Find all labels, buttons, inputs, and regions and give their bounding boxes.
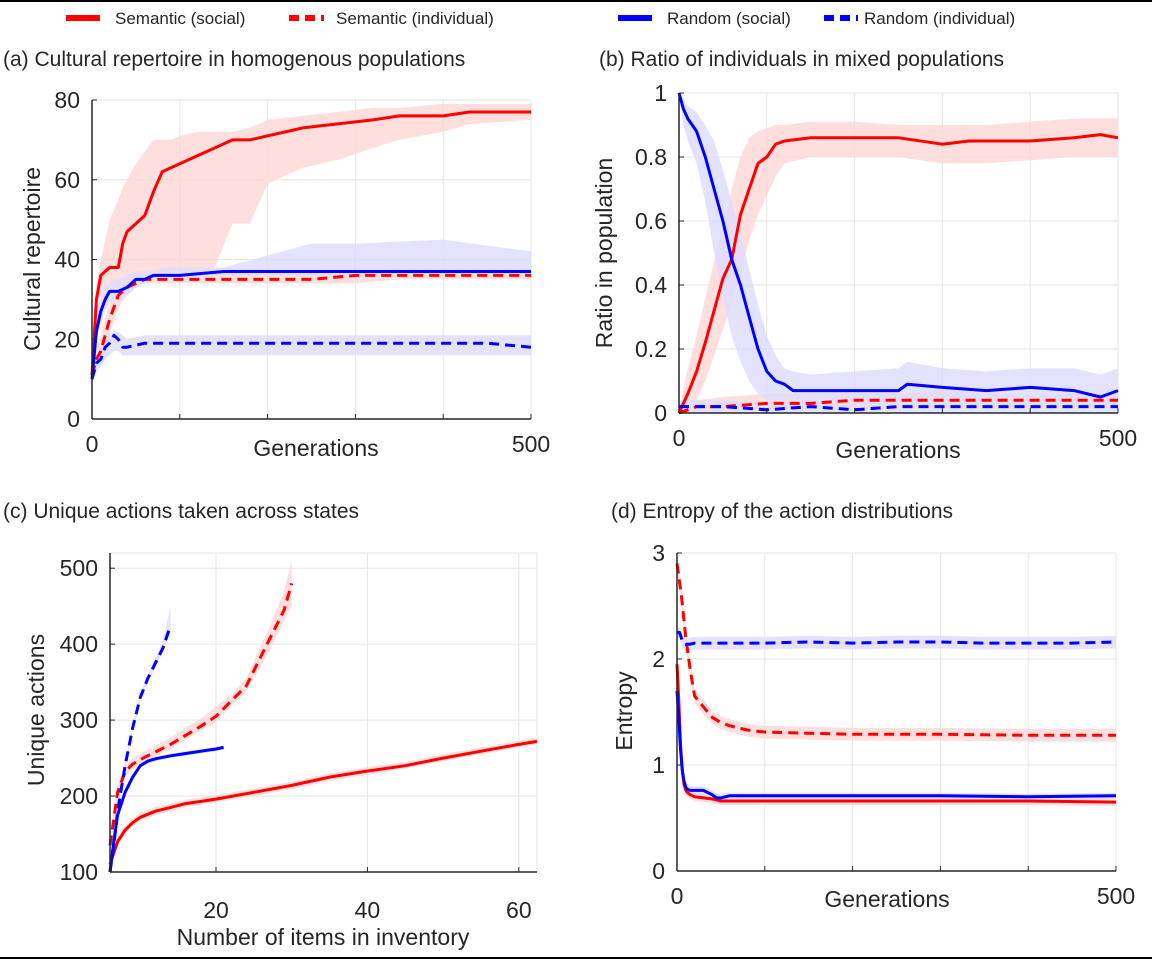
series-line-random-social	[90, 270, 531, 380]
y-tick-label: 0.4	[635, 272, 667, 298]
confidence-band-random-individual	[110, 606, 171, 872]
x-axis-label-b: Generations	[835, 437, 960, 463]
y-tick-label: 80	[54, 87, 80, 113]
series-line-semantic-social	[677, 133, 1119, 414]
x-axis-label-a: Generations	[253, 435, 378, 461]
legend-entry-semantic-social: Semantic (social)	[66, 9, 245, 28]
legend-label: Random (individual)	[864, 9, 1015, 28]
legend-label: Semantic (social)	[115, 9, 245, 28]
y-tick-label: 1	[652, 752, 665, 778]
panel-title-d: (d) Entropy of the action distributions	[611, 500, 953, 523]
y-tick-label: 40	[54, 247, 80, 273]
legend-entry-random-individual: Random (individual)	[824, 9, 1015, 28]
y-tick-label: 200	[60, 783, 98, 809]
y-axis-label-b: Ratio in population	[591, 158, 617, 349]
x-tick-label: 500	[1097, 883, 1135, 909]
y-tick-label: 400	[60, 631, 98, 657]
legend-label: Semantic (individual)	[336, 9, 494, 28]
confidence-band-random-individual	[679, 400, 1118, 413]
confidence-band-random-individual	[677, 627, 1116, 651]
y-tick-label: 0	[652, 858, 665, 884]
plot-area-b: 0 500 0 0.2 0.4 0.6 0.8 1	[635, 80, 1137, 451]
series-line-random-individual	[677, 631, 1117, 646]
x-tick-label: 0	[671, 883, 684, 909]
panel-title-b: (b) Ratio of individuals in mixed popula…	[599, 48, 1004, 71]
series-line-random-social	[675, 690, 1117, 800]
y-tick-label: 60	[54, 167, 80, 193]
series-line-random-social	[677, 92, 1119, 399]
x-tick-label: 500	[1099, 425, 1137, 451]
series-line-random-individual	[90, 333, 532, 380]
y-tick-label: 2	[652, 646, 665, 672]
y-tick-label: 0.6	[635, 208, 667, 234]
figure-top-rule	[0, 0, 1152, 2]
y-axis-label-c: Unique actions	[23, 634, 49, 786]
figure-bottom-rule	[0, 957, 1152, 959]
panel-b: (b) Ratio of individuals in mixed popula…	[591, 48, 1137, 463]
series-line-semantic-individual	[108, 582, 294, 846]
x-tick-label: 20	[203, 897, 229, 923]
y-tick-label: 0.2	[635, 336, 667, 362]
series-line-random-individual	[108, 624, 173, 873]
x-axis-label-c: Number of items in inventory	[177, 924, 470, 950]
x-tick-label: 500	[512, 431, 550, 457]
plot-area-c: 20 40 60 100 200 300 400 500	[60, 552, 538, 923]
panel-d: (d) Entropy of the action distributions …	[611, 500, 1135, 912]
confidence-band-random-individual	[92, 331, 531, 384]
panel-title-a: (a) Cultural repertoire in homogenous po…	[3, 48, 465, 71]
x-tick-label: 0	[673, 425, 686, 451]
x-axis-label-d: Generations	[824, 886, 949, 912]
y-tick-label: 1	[654, 80, 667, 106]
confidence-band-random-social	[677, 685, 1116, 801]
y-tick-label: 20	[54, 326, 80, 352]
confidence-band-random-social	[679, 93, 1118, 404]
series-line-semantic-social	[90, 110, 531, 376]
series-line-semantic-social	[108, 739, 538, 865]
x-tick-label: 0	[86, 431, 99, 457]
plot-area-d: 0 500 0 1 2 3	[652, 540, 1135, 909]
y-tick-label: 0	[67, 406, 80, 432]
panel-title-c: (c) Unique actions taken across states	[3, 500, 359, 523]
y-tick-label: 300	[60, 707, 98, 733]
legend: Semantic (social) Semantic (individual) …	[66, 9, 1015, 28]
x-tick-label: 40	[355, 897, 381, 923]
series-line-semantic-individual	[675, 563, 1116, 737]
confidence-band-random-social	[92, 239, 531, 384]
y-tick-label: 100	[60, 859, 98, 885]
confidence-band-semantic-social	[92, 104, 531, 380]
plot-area-a: 0 500 0 20 40 60 80	[54, 87, 550, 457]
y-tick-label: 0.8	[635, 144, 667, 170]
y-axis-label-d: Entropy	[611, 671, 637, 751]
y-tick-label: 0	[654, 400, 667, 426]
legend-entry-random-social: Random (social)	[618, 9, 791, 28]
confidence-band-semantic-individual	[677, 553, 1116, 742]
x-tick-label: 60	[506, 897, 532, 923]
legend-entry-semantic-individual: Semantic (individual)	[289, 9, 494, 28]
y-tick-label: 500	[60, 555, 98, 581]
series-line-random-individual	[679, 405, 1118, 412]
series-line-semantic-individual	[90, 273, 531, 376]
confidence-band-semantic-individual	[92, 271, 531, 380]
confidence-band-semantic-social	[679, 118, 1118, 413]
panel-c: (c) Unique actions taken across states N…	[3, 500, 538, 950]
y-tick-label: 3	[652, 540, 665, 566]
legend-label: Random (social)	[667, 9, 791, 28]
y-axis-label-a: Cultural repertoire	[19, 167, 45, 351]
panel-a: (a) Cultural repertoire in homogenous po…	[3, 48, 550, 461]
